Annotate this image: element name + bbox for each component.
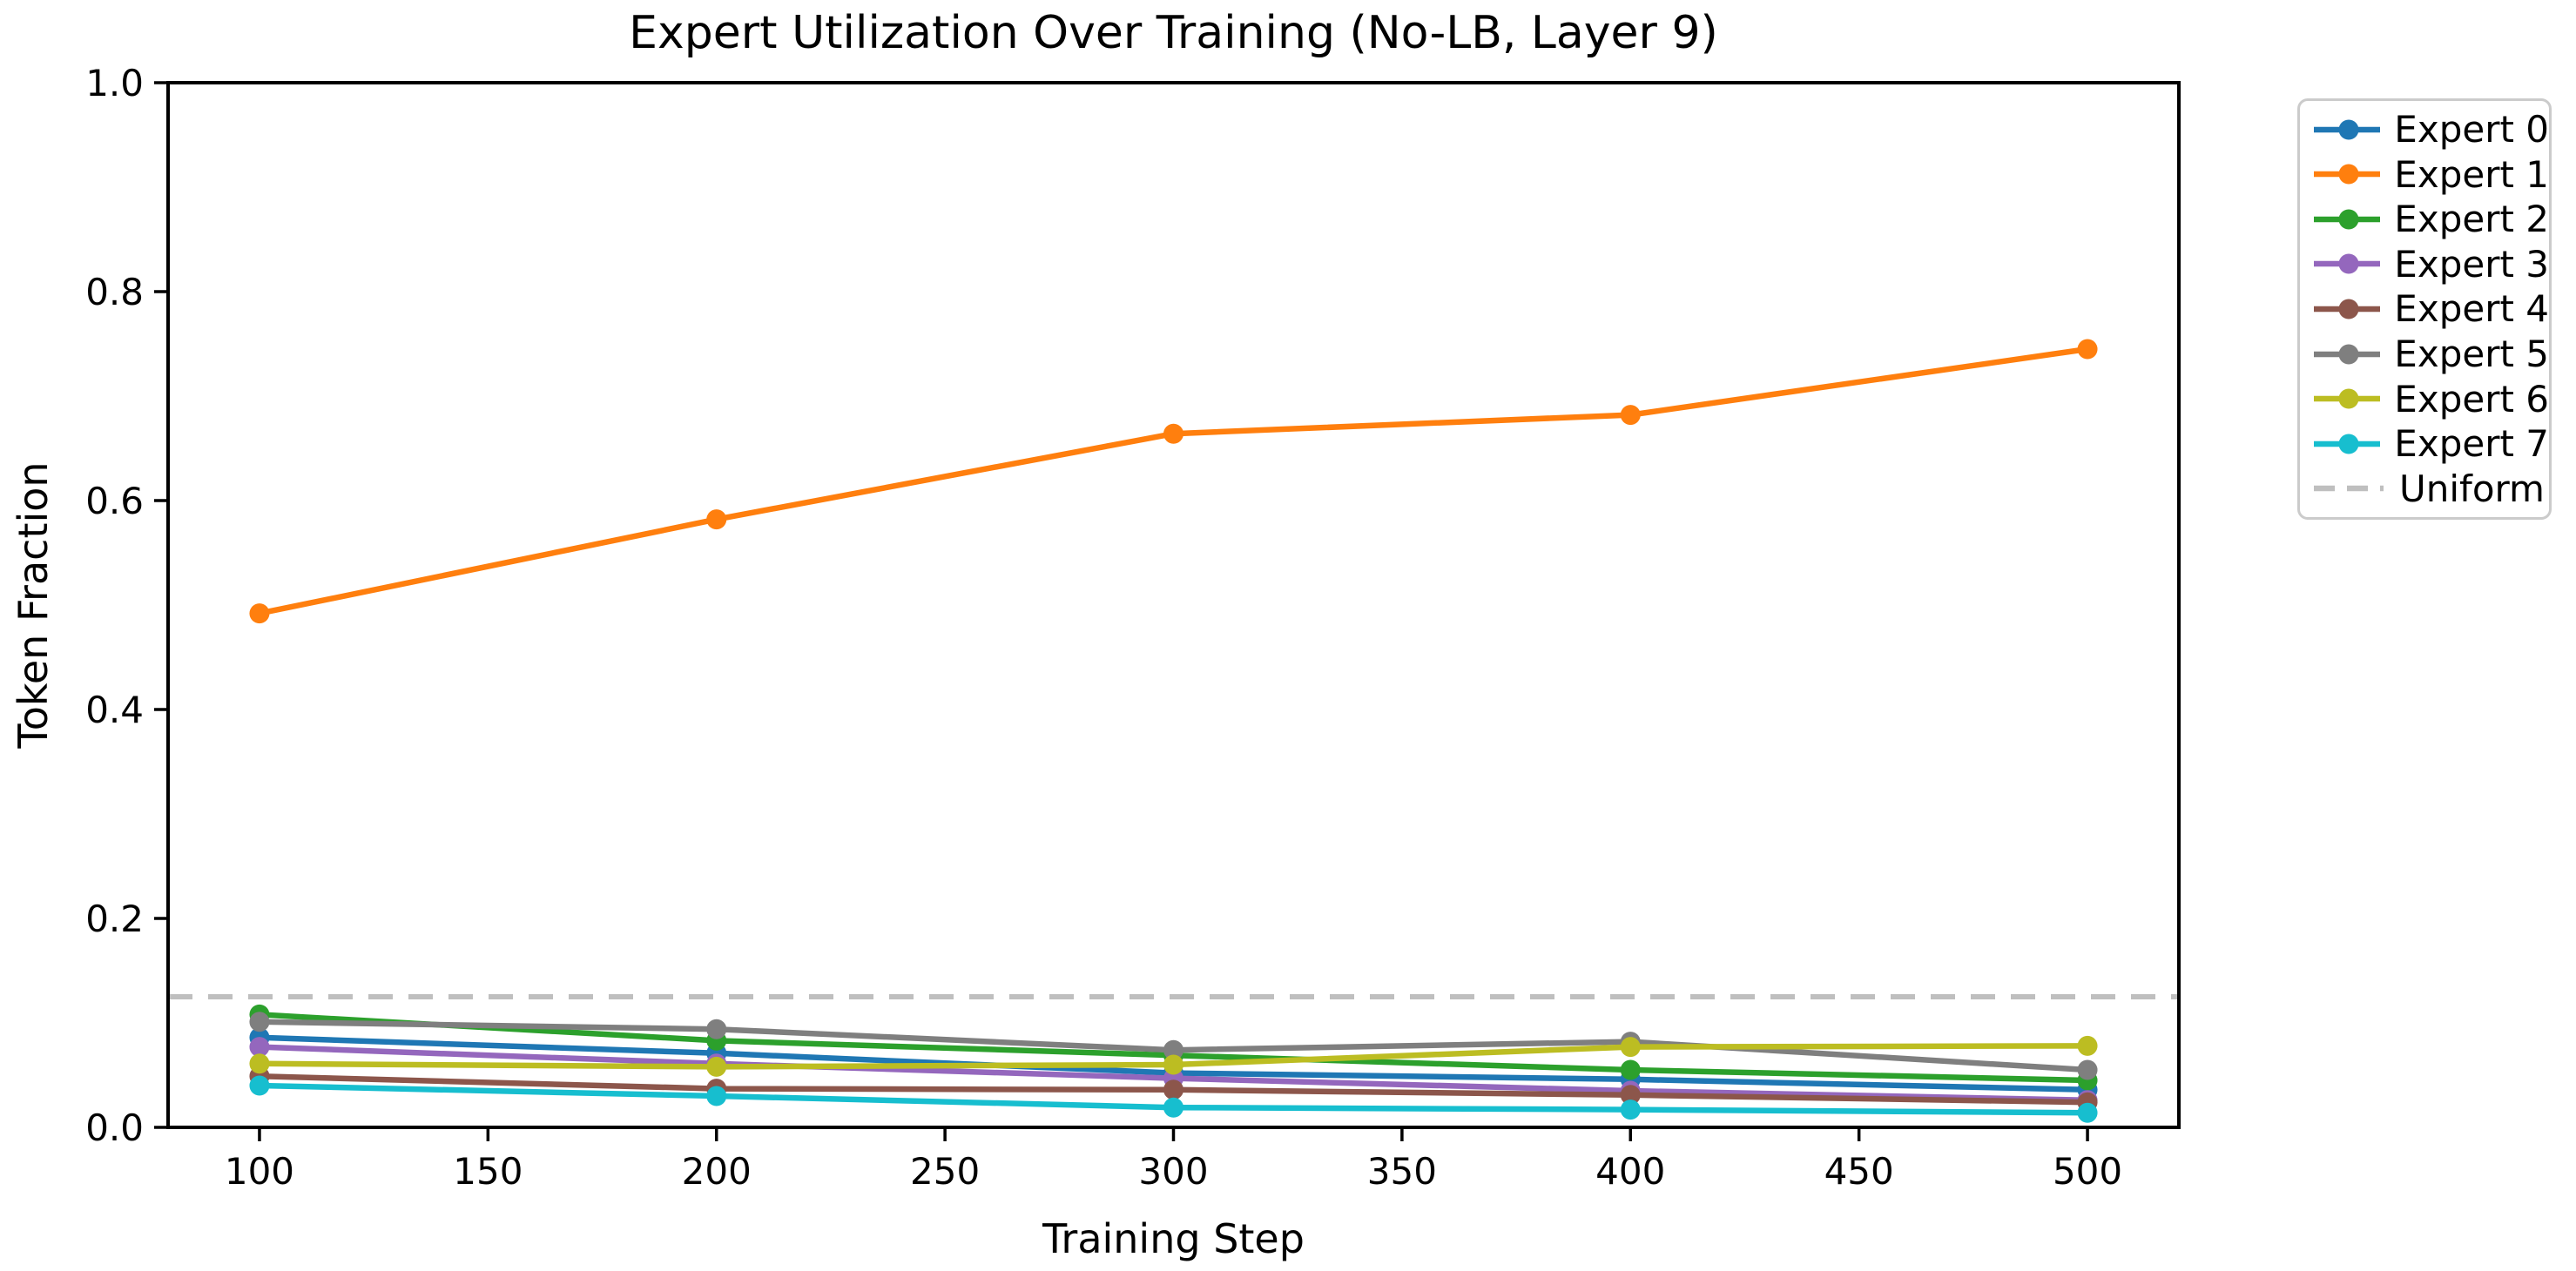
line-marker-swatch-icon [2314, 209, 2381, 230]
data-point [249, 1012, 270, 1032]
x-tick-label: 150 [453, 1150, 523, 1193]
x-tick-label: 300 [1138, 1150, 1208, 1193]
line-marker-swatch-icon [2314, 434, 2381, 454]
chart-title: Expert Utilization Over Training (No-LB,… [629, 7, 1718, 59]
data-point [2077, 1035, 2098, 1056]
data-point [1163, 423, 1183, 444]
legend-label: Expert 3 [2394, 242, 2549, 286]
data-point [706, 1086, 727, 1106]
plot-border [166, 81, 2181, 1129]
x-tick-label: 350 [1367, 1150, 1437, 1193]
x-axis-label: Training Step [1042, 1215, 1305, 1262]
series-expert-5 [249, 1012, 2098, 1080]
legend-label: Expert 7 [2394, 422, 2549, 466]
legend-label: Uniform [2399, 467, 2545, 510]
data-point [1620, 1085, 1641, 1106]
data-point [706, 509, 727, 530]
x-tick-label: 200 [682, 1150, 752, 1193]
legend-label: Expert 5 [2394, 333, 2549, 376]
data-point [249, 1075, 270, 1096]
legend-item-expert-6: Expert 6 [2312, 377, 2549, 420]
line-marker-swatch-icon [2314, 299, 2381, 319]
legend-item-expert-5: Expert 5 [2312, 333, 2549, 376]
y-tick-label: 0.8 [85, 271, 144, 313]
data-point [706, 1019, 727, 1039]
data-point [2077, 1102, 2098, 1123]
data-point [1620, 405, 1641, 426]
line-marker-swatch-icon [2314, 344, 2381, 365]
data-point [2077, 339, 2098, 360]
series-expert-6 [249, 1035, 2098, 1077]
line-marker-swatch-icon [2314, 253, 2381, 274]
x-tick-label: 500 [2053, 1150, 2122, 1193]
legend-item-expert-7: Expert 7 [2312, 422, 2549, 466]
legend-label: Expert 1 [2394, 152, 2549, 196]
y-axis-ticks: 0.0 0.2 0.4 0.6 0.8 1.0 [85, 62, 168, 1149]
legend-item-expert-3: Expert 3 [2312, 242, 2549, 286]
data-point [1163, 1054, 1183, 1075]
legend: Expert 0 Expert 1 Expert 2 Expert 3 Expert 4… [2297, 98, 2552, 520]
legend-label: Expert 4 [2394, 287, 2549, 331]
y-tick-label: 0.2 [85, 898, 144, 940]
legend-label: Expert 2 [2394, 198, 2549, 241]
legend-item-expert-4: Expert 4 [2312, 287, 2549, 331]
line-marker-swatch-icon [2314, 164, 2381, 185]
data-point [249, 1053, 270, 1074]
dashed-line-swatch-icon [2314, 486, 2384, 492]
x-tick-label: 450 [1824, 1150, 1894, 1193]
series-expert-7 [249, 1075, 2098, 1123]
series-lines [249, 339, 2098, 1123]
data-point [1163, 1039, 1183, 1060]
x-axis-ticks: 100 150 200 250 300 350 400 450 500 [225, 1127, 2122, 1193]
y-tick-label: 0.6 [85, 480, 144, 522]
y-tick-label: 1.0 [85, 62, 144, 104]
data-point [1620, 1100, 1641, 1120]
legend-label: Expert 6 [2394, 377, 2549, 420]
y-tick-label: 0.0 [85, 1106, 144, 1149]
legend-label: Expert 0 [2394, 108, 2549, 151]
line-marker-swatch-icon [2314, 388, 2381, 409]
y-tick-label: 0.4 [85, 689, 144, 731]
data-point [1620, 1059, 1641, 1080]
data-point [1620, 1037, 1641, 1058]
legend-item-expert-1: Expert 1 [2312, 152, 2549, 196]
line-marker-swatch-icon [2314, 119, 2381, 140]
data-point [1163, 1097, 1183, 1118]
series-expert-1 [249, 339, 2098, 624]
data-point [249, 603, 270, 624]
legend-item-expert-2: Expert 2 [2312, 198, 2549, 241]
data-point [706, 1056, 727, 1077]
x-tick-label: 250 [910, 1150, 980, 1193]
x-tick-label: 100 [225, 1150, 294, 1193]
legend-item-uniform: Uniform [2312, 467, 2549, 510]
data-point [249, 1037, 270, 1058]
data-point [2077, 1059, 2098, 1080]
x-tick-label: 400 [1595, 1150, 1665, 1193]
legend-item-expert-0: Expert 0 [2312, 108, 2549, 151]
data-point [1163, 1079, 1183, 1100]
